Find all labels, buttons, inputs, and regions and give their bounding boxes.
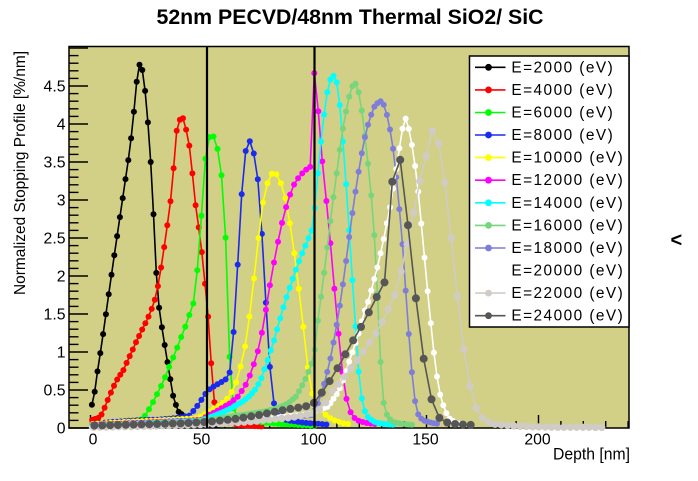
svg-text:E=10000 (eV): E=10000 (eV) [511, 150, 624, 167]
svg-text:E=8000 (eV): E=8000 (eV) [511, 127, 614, 144]
svg-text:0: 0 [57, 420, 66, 437]
svg-text:Depth [nm]: Depth [nm] [553, 445, 630, 464]
svg-text:0.5: 0.5 [44, 382, 66, 399]
svg-text:E=14000 (eV): E=14000 (eV) [511, 195, 624, 212]
svg-text:E=16000 (eV): E=16000 (eV) [511, 217, 624, 234]
svg-text:E=18000 (eV): E=18000 (eV) [511, 240, 624, 257]
svg-text:4.5: 4.5 [44, 78, 66, 95]
svg-text:2.5: 2.5 [44, 230, 66, 247]
svg-text:3.5: 3.5 [44, 154, 66, 171]
svg-text:E=6000 (eV): E=6000 (eV) [511, 105, 614, 122]
svg-text:E=24000 (eV): E=24000 (eV) [511, 308, 624, 325]
svg-text:1.5: 1.5 [44, 306, 66, 323]
svg-text:<: < [671, 230, 683, 252]
svg-text:E=2000 (eV): E=2000 (eV) [511, 59, 614, 76]
svg-text:E=22000 (eV): E=22000 (eV) [511, 285, 624, 302]
svg-text:52nm PECVD/48nm Thermal SiO2/: 52nm PECVD/48nm Thermal SiO2/ SiC [156, 5, 543, 29]
svg-text:150: 150 [412, 431, 439, 448]
svg-text:4: 4 [57, 116, 66, 133]
svg-text:50: 50 [193, 431, 211, 448]
svg-text:Normalized Stopping Profile [%: Normalized Stopping Profile [%/nm] [12, 51, 29, 295]
svg-text:E=12000 (eV): E=12000 (eV) [511, 172, 624, 189]
svg-text:200: 200 [524, 431, 551, 448]
svg-text:2: 2 [57, 268, 66, 285]
svg-text:E=4000 (eV): E=4000 (eV) [511, 82, 614, 99]
svg-text:3: 3 [57, 192, 66, 209]
svg-text:0: 0 [89, 431, 98, 448]
svg-text:100: 100 [300, 431, 327, 448]
svg-text:E=20000 (eV): E=20000 (eV) [511, 263, 624, 280]
svg-text:1: 1 [57, 344, 66, 361]
